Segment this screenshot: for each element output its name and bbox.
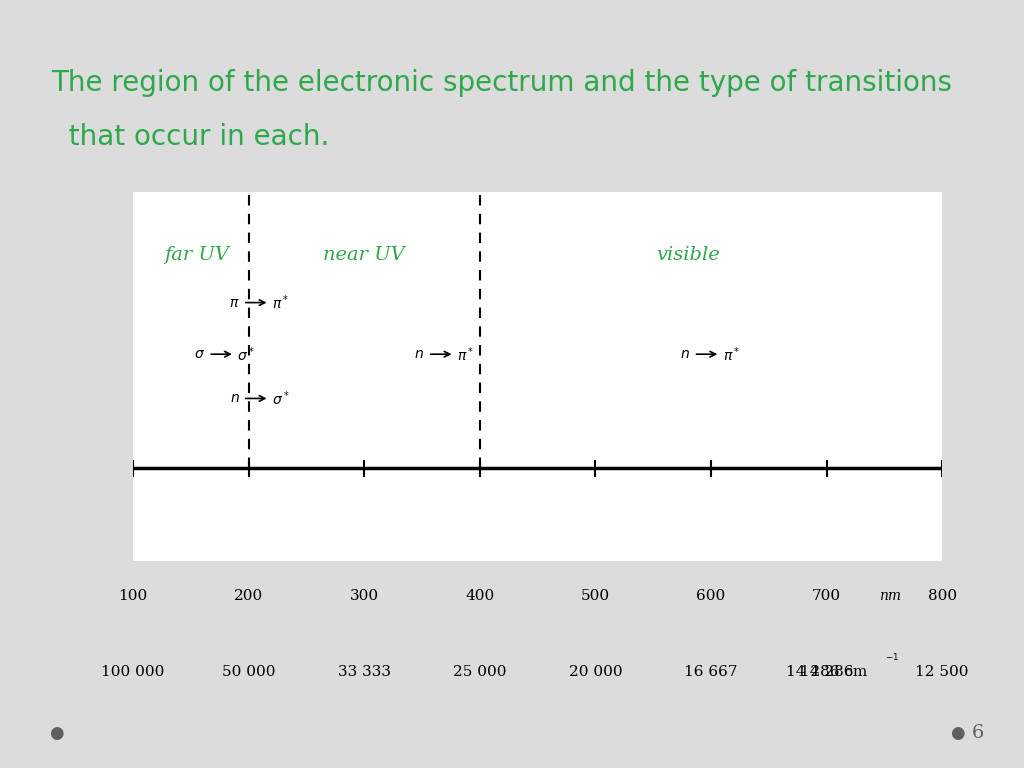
Text: visible: visible (656, 246, 720, 263)
Text: 500: 500 (581, 589, 610, 603)
Text: $\sigma^*$: $\sigma^*$ (271, 389, 290, 408)
Text: 6: 6 (972, 724, 984, 743)
Text: 12 500: 12 500 (915, 665, 969, 679)
Text: The region of the electronic spectrum and the type of transitions: The region of the electronic spectrum an… (51, 69, 952, 97)
Text: nm: nm (879, 589, 901, 603)
Text: $\pi^*$: $\pi^*$ (723, 345, 740, 363)
Text: far UV: far UV (164, 246, 229, 263)
Text: 16 667: 16 667 (684, 665, 737, 679)
Text: that occur in each.: that occur in each. (51, 123, 330, 151)
Text: 200: 200 (234, 589, 263, 603)
Text: 400: 400 (465, 589, 495, 603)
Text: $\pi^*$: $\pi^*$ (457, 345, 474, 363)
Text: $\pi^*$: $\pi^*$ (271, 293, 289, 312)
Text: 300: 300 (349, 589, 379, 603)
Text: 100: 100 (119, 589, 147, 603)
Text: $\sigma^*$: $\sigma^*$ (238, 345, 255, 363)
Text: 800: 800 (928, 589, 956, 603)
Text: 25 000: 25 000 (453, 665, 507, 679)
Text: 14 286 cm: 14 286 cm (785, 665, 867, 679)
Text: ●: ● (49, 724, 63, 743)
Text: ●: ● (950, 724, 965, 743)
Text: $n$: $n$ (415, 347, 424, 361)
Text: $\sigma$: $\sigma$ (194, 347, 205, 361)
Text: $\pi$: $\pi$ (229, 296, 240, 310)
Text: $^{-1}$: $^{-1}$ (886, 653, 899, 666)
Text: $n$: $n$ (229, 392, 240, 406)
Text: near UV: near UV (324, 246, 406, 263)
Text: $n$: $n$ (680, 347, 690, 361)
Text: 600: 600 (696, 589, 726, 603)
Text: 33 333: 33 333 (338, 665, 391, 679)
Text: 700: 700 (812, 589, 841, 603)
Text: 100 000: 100 000 (101, 665, 165, 679)
Text: 50 000: 50 000 (222, 665, 275, 679)
Text: 20 000: 20 000 (568, 665, 623, 679)
Text: 14 286: 14 286 (800, 665, 853, 679)
